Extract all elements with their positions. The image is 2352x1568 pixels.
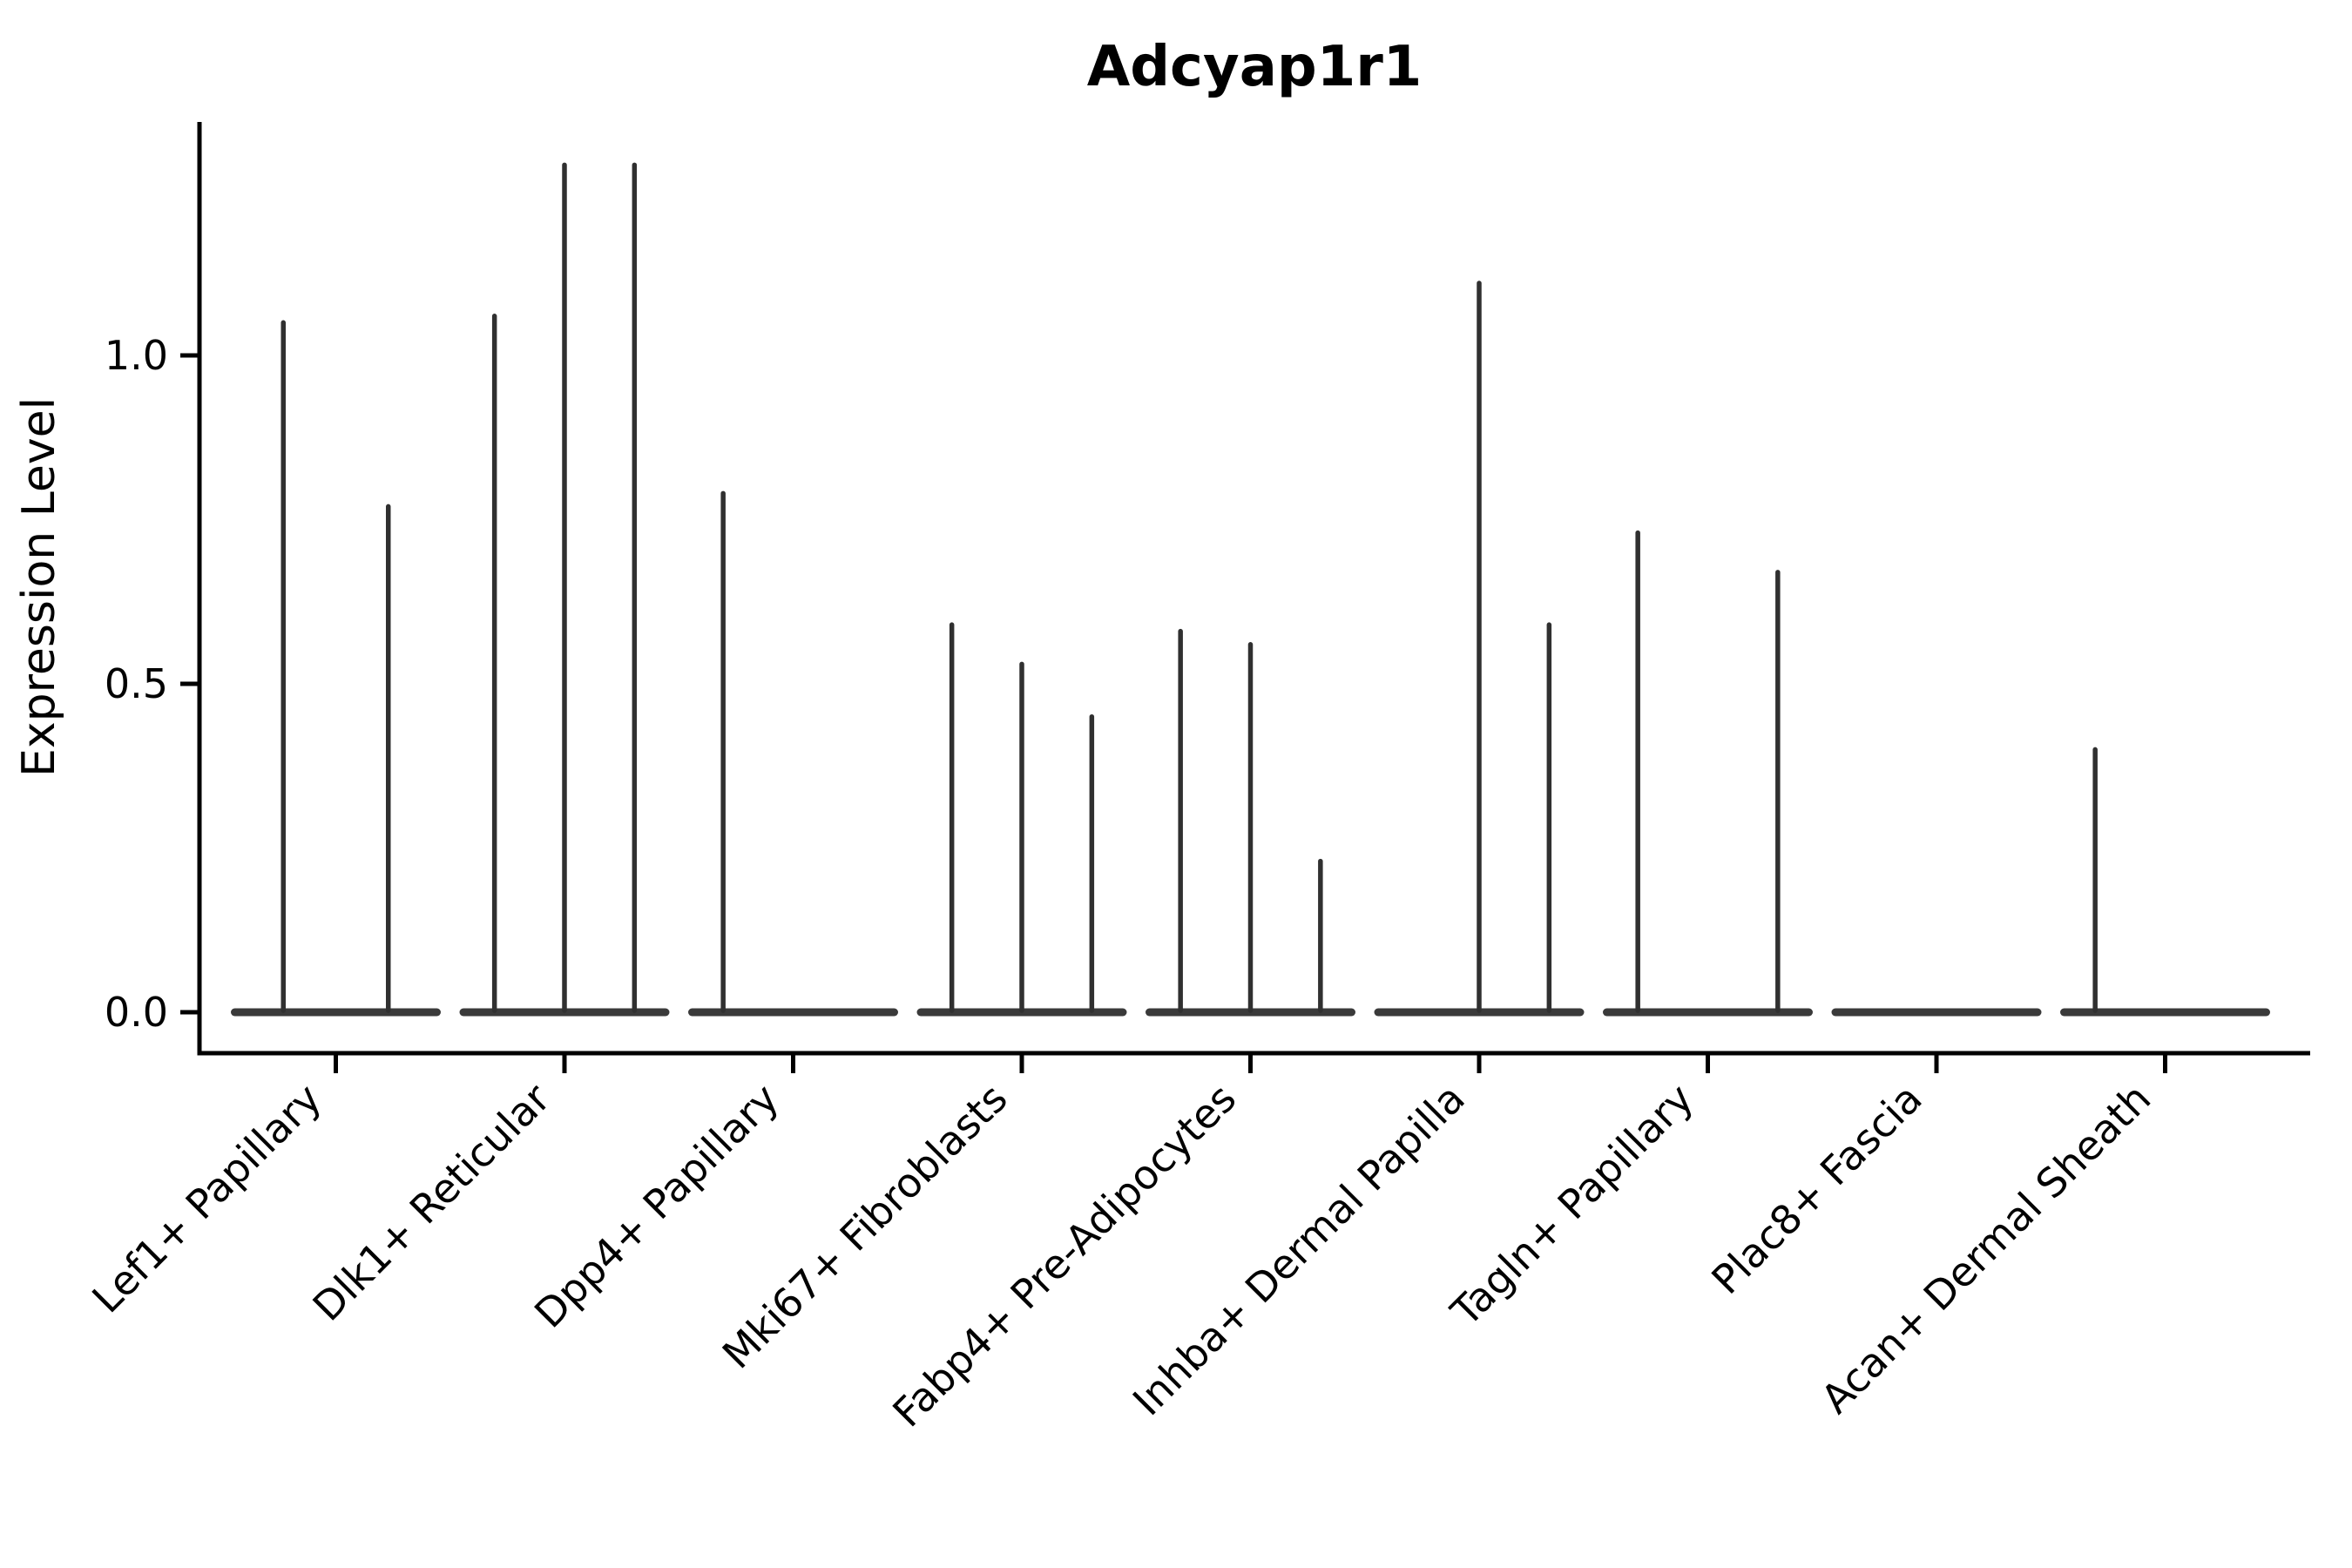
- violin-base: [688, 1008, 898, 1017]
- x-tick-label: Plac8+ Fascia: [1702, 1075, 1930, 1303]
- violin-base: [1831, 1008, 2042, 1017]
- y-axis-label: Expression Level: [13, 397, 65, 777]
- violin-base: [1603, 1008, 1813, 1017]
- violin-base: [2060, 1008, 2270, 1017]
- x-tick-label: Dpp4+ Papillary: [525, 1075, 787, 1337]
- violin-base: [231, 1008, 441, 1017]
- x-tick-label: Dlk1+ Reticular: [304, 1075, 559, 1330]
- x-tick-label: Lef1+ Papillary: [83, 1075, 330, 1322]
- y-tick-label: 0.0: [105, 989, 168, 1036]
- y-tick-label: 1.0: [105, 332, 168, 379]
- x-tick-label: Tagln+ Papillary: [1442, 1075, 1703, 1336]
- chart-title: Adcyap1r1: [1087, 35, 1423, 99]
- y-tick-label: 0.5: [105, 660, 168, 707]
